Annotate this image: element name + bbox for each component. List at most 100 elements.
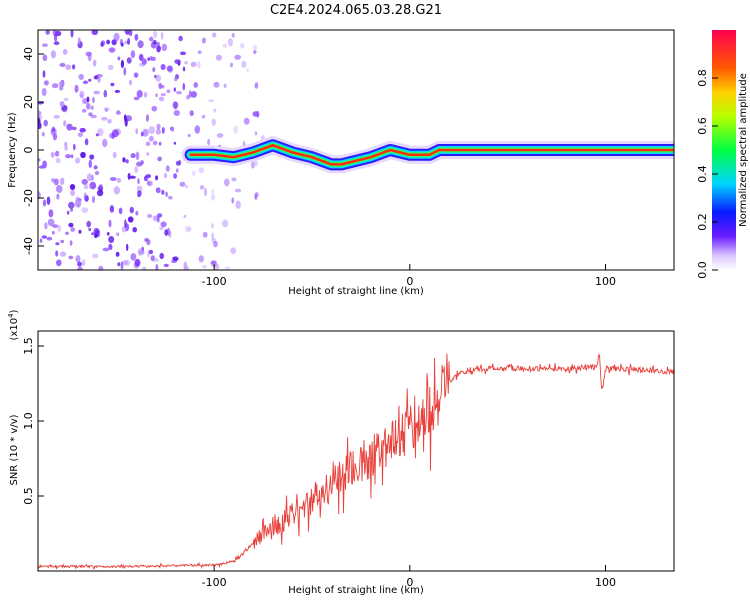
noise-blob <box>38 165 45 169</box>
noise-blob <box>60 177 65 185</box>
x-tick-label: -100 <box>202 275 227 288</box>
noise-blob <box>69 240 73 246</box>
noise-blob <box>59 251 67 257</box>
noise-blob <box>102 138 108 148</box>
noise-blob <box>202 265 207 269</box>
noise-blob <box>155 128 162 135</box>
noise-blob <box>73 143 76 151</box>
snr-xlabel: Height of straight line (km) <box>288 585 424 596</box>
noise-blob <box>62 109 67 113</box>
noise-blob <box>108 219 112 228</box>
noise-blob <box>173 141 177 145</box>
noise-blob <box>70 154 74 159</box>
noise-blob <box>102 247 110 252</box>
noise-blob <box>176 91 182 95</box>
noise-blob <box>133 96 140 101</box>
noise-blob <box>174 77 178 82</box>
noise-blob <box>72 64 76 70</box>
noise-blob <box>101 116 108 121</box>
noise-blob <box>55 242 60 246</box>
noise-blob <box>68 255 74 260</box>
noise-blob <box>161 126 165 134</box>
noise-blob <box>183 265 190 270</box>
noise-blob <box>231 197 234 204</box>
noise-blob <box>201 37 206 44</box>
noise-blob <box>124 30 131 35</box>
figure-title: C2E4.2024.065.03.28.G21 <box>270 3 442 18</box>
noise-blob <box>199 185 205 190</box>
noise-blob <box>93 165 98 170</box>
noise-blob <box>123 259 131 266</box>
noise-blob <box>50 50 56 59</box>
noise-blob <box>51 83 59 89</box>
noise-blob <box>224 266 231 270</box>
noise-blob <box>142 266 146 270</box>
noise-blob <box>116 232 120 237</box>
noise-blob <box>91 232 95 236</box>
noise-blob <box>134 258 141 267</box>
noise-blob <box>54 34 58 42</box>
noise-blob <box>148 126 155 135</box>
colorbar-tick-label: 0.8 <box>696 69 709 87</box>
x-tick-label: -100 <box>202 576 227 589</box>
noise-blob <box>227 38 233 47</box>
noise-blob <box>117 262 121 267</box>
spectrogram-panel: -100 0 100 -40 -20 0 20 40 Height of straight l… <box>7 29 675 297</box>
noise-blob <box>38 114 43 120</box>
noise-blob <box>155 187 161 194</box>
noise-blob <box>171 126 175 132</box>
noise-blob <box>147 213 153 219</box>
noise-blob <box>182 66 186 72</box>
noise-blob <box>127 216 134 223</box>
noise-blob <box>85 51 92 57</box>
noise-blob <box>184 225 191 233</box>
noise-blob <box>41 235 47 239</box>
noise-blob <box>81 108 87 113</box>
noise-blob <box>69 184 76 190</box>
noise-blob <box>88 227 92 232</box>
noise-blob <box>56 193 60 200</box>
spectrogram-ticks: -100 0 100 -40 -20 0 20 40 <box>22 47 616 288</box>
noise-blob <box>91 174 94 181</box>
noise-blob <box>144 238 150 242</box>
noise-blob <box>109 177 117 181</box>
noise-blob <box>243 117 250 125</box>
noise-blob <box>90 105 94 110</box>
y-tick-label: 0 <box>22 147 35 154</box>
noise-blob <box>156 216 160 223</box>
noise-blob <box>190 91 197 98</box>
noise-blob <box>141 58 147 65</box>
noise-blob <box>159 252 164 260</box>
noise-blob <box>98 184 104 193</box>
noise-blob <box>132 227 137 233</box>
noise-blob <box>204 187 207 197</box>
noise-blob <box>215 54 222 61</box>
noise-blob <box>211 189 214 195</box>
noise-blob <box>53 178 59 186</box>
noise-blob <box>72 126 77 131</box>
noise-blob <box>234 188 242 193</box>
x-tick-label: 0 <box>406 275 413 288</box>
noise-blob <box>111 129 119 138</box>
noise-blob <box>230 247 237 254</box>
noise-blob <box>149 36 154 42</box>
snr-line <box>38 353 674 570</box>
noise-blob <box>94 170 100 176</box>
noise-blob <box>59 62 66 67</box>
noise-blob <box>105 108 108 113</box>
noise-blob <box>70 189 75 197</box>
noise-blob <box>197 50 202 54</box>
noise-blob <box>78 229 82 234</box>
snr-content <box>38 353 674 570</box>
noise-blob <box>42 43 48 47</box>
noise-blob <box>93 227 100 235</box>
colorbar-ticks: 0.0 0.2 0.4 0.6 0.8 <box>696 69 718 279</box>
colorbar-tick-label: 0.2 <box>696 213 709 231</box>
noise-blob <box>103 89 108 98</box>
noise-blob <box>158 141 162 146</box>
noise-blob <box>166 65 173 72</box>
noise-blob <box>201 114 206 119</box>
noise-blob <box>157 213 163 218</box>
noise-blob <box>63 120 67 127</box>
noise-blob <box>180 51 186 56</box>
